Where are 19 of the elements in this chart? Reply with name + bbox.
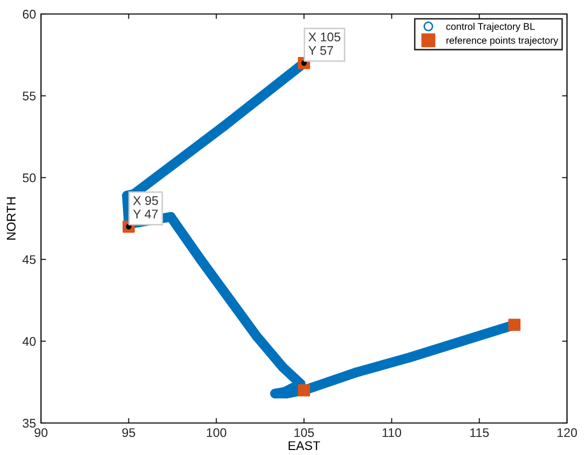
x-tick-label: 115	[470, 428, 489, 438]
x-tick-label: 110	[382, 428, 402, 438]
y-axis-title: NORTH	[6, 197, 16, 240]
x-tick-label: 105	[294, 428, 314, 438]
y-tick-label: 40	[22, 337, 36, 346]
x-tick-label: 120	[558, 428, 577, 438]
y-tick-label: 55	[22, 92, 36, 100]
annotation: X 105 Y 57	[308, 32, 340, 55]
y-tick-label: 50	[22, 173, 36, 182]
x-axis-title: EAST	[288, 441, 320, 450]
x-tick-label: 95	[122, 428, 136, 438]
y-tick-label: 45	[22, 255, 36, 264]
y-tick-label: 35	[22, 418, 36, 428]
annotation: X 95 Y 47	[133, 196, 158, 218]
x-tick-label: 90	[34, 428, 48, 438]
x-tick-label: 100	[206, 428, 226, 438]
y-tick-label: 60	[22, 10, 36, 19]
legend-label: control Trajectory BL	[446, 22, 535, 32]
legend-label: reference points trajectory	[446, 36, 558, 46]
